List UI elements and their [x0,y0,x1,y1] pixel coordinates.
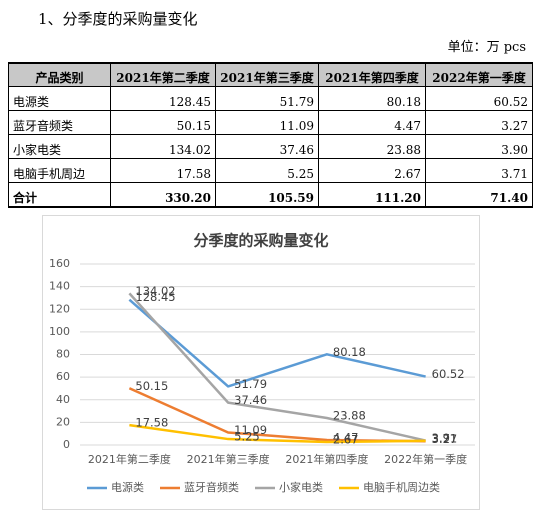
y-tick-label: 140 [49,280,70,293]
y-tick-label: 40 [56,393,70,406]
column-header: 2022年第一季度 [425,62,533,87]
table-cell: 5.25 [215,158,319,183]
table-cell: 71.40 [425,182,533,208]
table-cell: 11.09 [215,110,319,135]
y-tick-label: 0 [63,438,70,451]
data-table: 产品类别 2021年第二季度 2021年第三季度 2021年第四季度 2022年第一季度… [8,62,533,208]
y-tick-label: 60 [56,370,70,383]
data-label: 3.27 [432,432,458,446]
row-label: 电源类 [8,86,111,111]
y-tick-label: 100 [49,325,70,338]
data-label: 50.15 [135,379,168,393]
table-row: 电源类 128.45 51.79 80.18 60.52 [8,86,533,111]
data-label: 80.18 [333,345,366,359]
row-label: 合计 [8,182,111,208]
data-label: 23.88 [333,408,366,422]
row-label: 电脑手机周边 [8,158,111,183]
legend-label: 电脑手机周边类 [363,480,440,494]
table-cell: 2.67 [318,158,426,183]
y-tick-label: 160 [49,257,70,270]
column-header: 2021年第四季度 [318,62,426,87]
row-label: 小家电类 [8,134,111,159]
y-tick-label: 20 [56,415,70,428]
data-label: 37.46 [234,393,267,407]
x-tick-label: 2022年第一季度 [384,452,467,466]
table-cell: 128.45 [110,86,216,111]
data-label: 134.02 [135,284,175,298]
column-header: 2021年第三季度 [215,62,319,87]
table-cell: 330.20 [110,182,216,208]
data-label: 17.58 [135,416,168,430]
table-cell: 51.79 [215,86,319,111]
table-row: 小家电类 134.02 37.46 23.88 3.90 [8,134,533,159]
line [128,292,426,442]
section-title: 1、分季度的采购量变化 [38,10,198,28]
data-label: 11.09 [234,423,267,437]
table-cell: 105.59 [215,182,319,208]
y-tick-label: 120 [49,302,70,315]
data-label: 128.45 [135,290,175,304]
unit-label: 单位：万 pcs [447,40,526,55]
data-label: 3.71 [432,431,458,445]
data-label: 2.67 [333,432,359,446]
table-cell: 17.58 [110,158,216,183]
table-cell: 3.90 [425,134,533,159]
x-tick-label: 2021年第四季度 [285,452,368,466]
table-row: 合计 330.20 105.59 111.20 71.40 [8,182,533,208]
data-label: 60.52 [432,367,465,381]
column-header: 2021年第二季度 [110,62,216,87]
table-cell: 134.02 [110,134,216,159]
table-body: 电源类 128.45 51.79 80.18 60.52 蓝牙音频类 50.15 11.09 4… [8,86,533,208]
row-label: 蓝牙音频类 [8,110,111,135]
line [128,298,426,388]
table-cell: 37.46 [215,134,319,159]
header-row: 产品类别 2021年第二季度 2021年第三季度 2021年第四季度 2022年第一季度 [8,62,533,87]
chart-title: 分季度的采购量变化 [193,232,328,250]
table-cell: 80.18 [318,86,426,111]
data-label: 5.25 [234,430,260,444]
table-row: 蓝牙音频类 50.15 11.09 4.47 3.27 [8,110,533,135]
table-cell: 4.47 [318,110,426,135]
line [129,423,426,444]
y-tick-label: 80 [56,348,70,361]
x-tick-label: 2021年第二季度 [88,452,171,466]
table-cell: 3.71 [425,158,533,183]
legend-label: 小家电类 [279,480,323,494]
table-cell: 23.88 [318,134,426,159]
column-header: 产品类别 [8,62,111,87]
table-cell: 3.27 [425,110,533,135]
table-cell: 60.52 [425,86,533,111]
data-label: 51.79 [234,377,267,391]
table-cell: 50.15 [110,110,216,135]
table-cell: 111.20 [318,182,426,208]
table-row: 电脑手机周边 17.58 5.25 2.67 3.71 [8,158,533,183]
legend-label: 电源类 [111,480,144,494]
legend-label: 蓝牙音频类 [184,480,239,494]
chart: 分季度的采购量变化 0 20 40 60 80 100 120 140 160 2021年第二季度… [42,215,480,510]
data-label: 3.9 [432,431,450,445]
x-tick-label: 2021年第三季度 [187,452,270,466]
